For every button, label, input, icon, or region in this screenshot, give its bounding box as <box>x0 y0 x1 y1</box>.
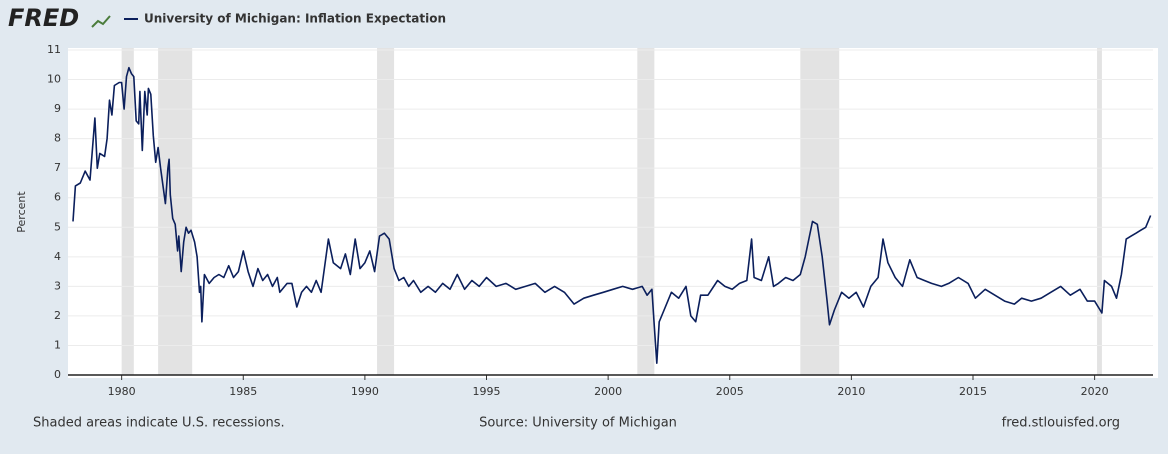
y-tick-label: 9 <box>54 102 61 115</box>
x-tick-label: 2015 <box>959 385 987 398</box>
footer-url: fred.stlouisfed.org <box>1002 416 1120 431</box>
y-axis-label: Percent <box>15 191 28 233</box>
x-tick-label: 1995 <box>473 385 501 398</box>
footer-source: Source: University of Michigan <box>479 416 677 431</box>
x-tick-label: 1985 <box>229 385 257 398</box>
y-tick-label: 3 <box>54 279 61 292</box>
y-tick-label: 1 <box>54 338 61 351</box>
recession-band <box>377 48 395 375</box>
recession-band <box>637 48 655 375</box>
footer-note: Shaded areas indicate U.S. recessions. <box>33 416 285 431</box>
plot-area <box>68 48 1158 378</box>
x-tick-label: 1980 <box>108 385 136 398</box>
recession-band <box>121 48 134 375</box>
y-tick-label: 2 <box>54 309 61 322</box>
y-tick-label: 7 <box>54 161 61 174</box>
y-tick-label: 10 <box>47 73 61 86</box>
y-tick-label: 0 <box>54 368 61 381</box>
y-tick-label: 8 <box>54 132 61 145</box>
x-tick-label: 2000 <box>594 385 622 398</box>
y-tick-label: 11 <box>47 43 61 56</box>
legend-label: University of Michigan: Inflation Expect… <box>144 12 446 26</box>
recession-band <box>800 48 840 375</box>
recession-band <box>1097 48 1102 375</box>
logo[interactable]: FRED <box>8 4 79 32</box>
y-tick-label: 4 <box>54 250 61 263</box>
x-tick-label: 2010 <box>837 385 865 398</box>
series-line <box>72 66 1152 364</box>
y-tick-label: 6 <box>54 191 61 204</box>
x-tick-label: 2020 <box>1081 385 1109 398</box>
x-tick-label: 2005 <box>716 385 744 398</box>
y-tick-label: 5 <box>54 220 61 233</box>
x-tick-label: 1990 <box>351 385 379 398</box>
recession-band <box>158 48 193 375</box>
logo-icon <box>91 15 111 28</box>
